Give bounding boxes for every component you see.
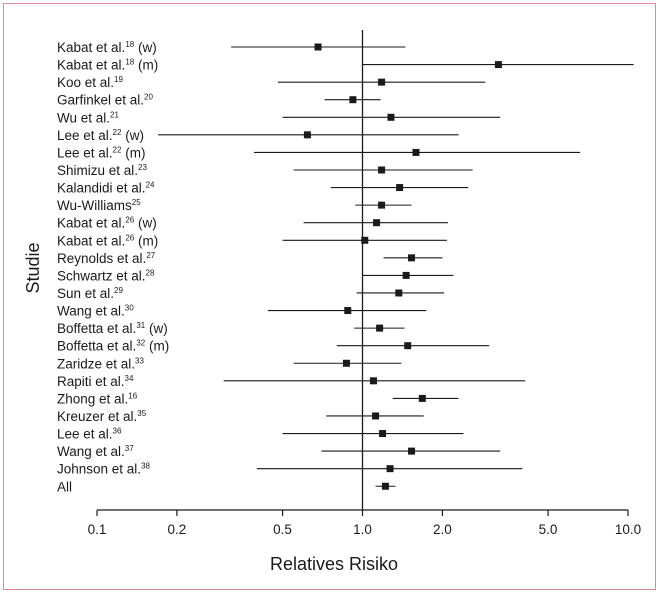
study-label: Wang et al.37: [57, 444, 134, 459]
point-estimate: [418, 394, 426, 402]
study-label: All: [57, 479, 72, 494]
x-tick-label: 0.2: [168, 522, 187, 537]
study-row: Kabat et al.26 (w): [57, 216, 449, 231]
study-row: Wu et al.21: [57, 110, 501, 125]
study-row: Boffetta et al.31 (w): [57, 321, 405, 336]
study-row: All: [57, 479, 396, 494]
study-label: Reynolds et al.27: [57, 251, 156, 266]
point-estimate: [404, 342, 412, 350]
study-row: Wang et al.37: [57, 444, 501, 459]
study-row: Boffetta et al.32 (m): [57, 339, 490, 354]
x-axis-title: Relatives Risiko: [270, 554, 398, 574]
point-estimate: [386, 465, 394, 473]
study-label: Lee et al.22 (w): [57, 128, 144, 143]
point-estimate: [369, 377, 377, 385]
study-row: Sun et al.29: [57, 286, 445, 301]
study-label: Wu-Williams25: [57, 198, 141, 213]
study-label: Boffetta et al.31 (w): [57, 321, 168, 336]
point-estimate: [314, 43, 322, 51]
study-row: Lee et al.22 (w): [57, 128, 459, 143]
study-row: Wang et al.30: [57, 304, 427, 319]
study-row: Johnson et al.38: [57, 462, 523, 477]
study-label: Johnson et al.38: [57, 462, 151, 477]
point-estimate: [381, 482, 389, 490]
study-label: Shimizu et al.23: [57, 163, 147, 178]
y-axis-title: Studie: [23, 242, 43, 293]
study-row: Garfinkel et al.20: [57, 93, 381, 108]
study-label: Wu et al.21: [57, 110, 119, 125]
study-label: Lee et al.36: [57, 427, 122, 442]
study-label: Garfinkel et al.20: [57, 93, 153, 108]
point-estimate: [378, 201, 386, 209]
study-row: Lee et al.22 (m): [57, 145, 581, 160]
point-estimate: [373, 219, 381, 227]
study-row: Zhong et al.16: [57, 391, 459, 406]
point-estimate: [378, 166, 386, 174]
point-estimate: [387, 113, 395, 121]
point-estimate: [376, 324, 384, 332]
study-label: Kalandidi et al.24: [57, 181, 155, 196]
study-rows: Kabat et al.18 (w) Kabat et al.18 (m) Koo …: [57, 40, 634, 494]
study-row: Schwartz et al.28: [57, 268, 454, 283]
study-label: Wang et al.30: [57, 304, 134, 319]
point-estimate: [408, 254, 416, 262]
study-label: Zhong et al.16: [57, 391, 138, 406]
point-estimate: [303, 131, 311, 139]
x-tick-label: 10.0: [615, 522, 641, 537]
point-estimate: [494, 61, 502, 69]
x-tick-label: 0.5: [273, 522, 292, 537]
point-estimate: [379, 430, 387, 438]
study-row: Reynolds et al.27: [57, 251, 443, 266]
study-row: Zaridze et al.33: [57, 356, 402, 371]
study-row: Lee et al.36: [57, 427, 464, 442]
point-estimate: [408, 447, 416, 455]
study-label: Boffetta et al.32 (m): [57, 339, 169, 354]
point-estimate: [396, 184, 404, 192]
study-label: Kabat et al.18 (w): [57, 40, 157, 55]
point-estimate: [361, 236, 369, 244]
study-row: Kabat et al.18 (w): [57, 40, 406, 55]
point-estimate: [372, 412, 380, 420]
point-estimate: [412, 148, 420, 156]
study-row: Kalandidi et al.24: [57, 181, 469, 196]
point-estimate: [349, 96, 357, 104]
study-label: Schwartz et al.28: [57, 268, 155, 283]
point-estimate: [402, 271, 410, 279]
x-tick-label: 2.0: [433, 522, 452, 537]
study-row: Kreuzer et al.35: [57, 409, 424, 424]
study-label: Sun et al.29: [57, 286, 123, 301]
study-row: Kabat et al.18 (m): [57, 58, 634, 73]
x-tick-label: 0.1: [88, 522, 107, 537]
point-estimate: [378, 78, 386, 86]
point-estimate: [342, 359, 350, 367]
point-estimate: [395, 289, 403, 297]
study-label: Kabat et al.26 (w): [57, 216, 157, 231]
point-estimate: [344, 307, 352, 315]
x-axis: 0.1 0.2 0.5 1.0 2.0 5.0 10.0: [88, 30, 641, 537]
study-label: Rapiti et al.34: [57, 374, 134, 389]
study-row: Koo et al.19: [57, 75, 486, 90]
study-label: Lee et al.22 (m): [57, 145, 145, 160]
x-tick-label: 1.0: [353, 522, 372, 537]
study-row: Shimizu et al.23: [57, 163, 473, 178]
chart-frame: [3, 3, 656, 590]
study-row: Rapiti et al.34: [57, 374, 526, 389]
x-tick-label: 5.0: [539, 522, 558, 537]
study-label: Kabat et al.26 (m): [57, 233, 158, 248]
study-label: Koo et al.19: [57, 75, 123, 90]
study-row: Wu-Williams25: [57, 198, 412, 213]
study-label: Kreuzer et al.35: [57, 409, 147, 424]
study-label: Zaridze et al.33: [57, 356, 144, 371]
study-label: Kabat et al.18 (m): [57, 58, 158, 73]
study-row: Kabat et al.26 (m): [57, 233, 447, 248]
